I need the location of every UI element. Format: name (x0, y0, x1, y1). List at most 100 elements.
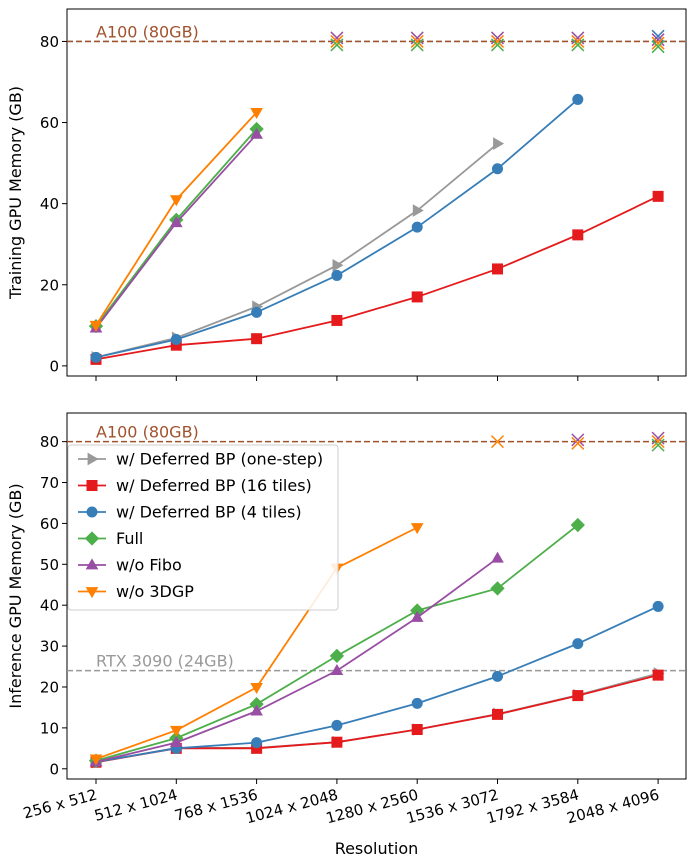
panel-top: 0 20 40 60 80 Training GPU Memory (GB) A100 (8… (6, 8, 687, 381)
data-point (250, 127, 263, 139)
y-tick-label: 70 (40, 474, 59, 492)
x-axis-label: Resolution (335, 839, 419, 858)
y-axis-label: Training GPU Memory (GB) (6, 86, 25, 300)
y-tick-label: 50 (40, 556, 59, 574)
legend-label: w/o 3DGP (116, 582, 194, 601)
data-point (90, 351, 102, 363)
series-w-o-fibo (89, 127, 263, 333)
data-point (411, 724, 423, 736)
legend-marker (85, 587, 99, 599)
y-axis-label: Inference GPU Memory (GB) (6, 483, 25, 708)
data-point (331, 314, 343, 326)
data-point (492, 163, 503, 175)
y-tick-label: 30 (40, 638, 59, 656)
legend-label: w/ Deferred BP (16 tiles) (116, 476, 312, 495)
legend-label: w/ Deferred BP (one-step) (116, 450, 323, 469)
x-tick-label: 1024 x 2048 (244, 785, 340, 827)
series-line (95, 133, 258, 329)
y-tick-label: 20 (40, 678, 59, 696)
oom-marker-full (330, 38, 344, 52)
data-point (331, 736, 343, 748)
data-point (410, 610, 424, 622)
reference-label-a100-80gb: A100 (80GB) (96, 423, 199, 442)
legend-marker (86, 506, 98, 518)
data-point (89, 320, 103, 332)
data-point (652, 669, 664, 681)
data-point (169, 216, 183, 228)
data-point (411, 291, 423, 303)
y-tick-label: 80 (40, 33, 59, 51)
legend-item-full: Full (78, 529, 143, 548)
data-point (169, 725, 183, 737)
x-tick-label: 1792 x 3584 (485, 785, 581, 827)
oom-marker-w-o-fibo (571, 433, 585, 447)
y-tick-label: 60 (40, 515, 59, 533)
y-tick-label: 0 (49, 760, 59, 778)
data-point (249, 697, 264, 712)
reference-label-rtx-3090-24gb: RTX 3090 (24GB) (96, 652, 234, 671)
oom-marker-full (490, 38, 505, 52)
legend-item-w-o-fibo: w/o Fibo (78, 556, 182, 575)
oom-marker-w-o-3dgp (490, 34, 505, 48)
series-full (88, 121, 264, 334)
oom-marker-full (571, 38, 585, 52)
oom-marker-full (651, 40, 665, 54)
oom-marker-w-o-3dgp (410, 34, 424, 48)
data-point (652, 600, 664, 612)
data-point (251, 737, 263, 749)
legend-item-w-deferred-bp-one-step: w/ Deferred BP (one-step) (78, 450, 323, 469)
reference-label-a100-80gb: A100 (80GB) (96, 22, 199, 41)
series-line (95, 195, 659, 361)
y-tick-label: 10 (40, 719, 59, 737)
data-point (250, 704, 263, 716)
data-point (89, 754, 103, 766)
legend-item-w-o-3dgp: w/o 3DGP (78, 582, 194, 601)
data-point (572, 638, 584, 650)
x-tick-label: 2048 x 4096 (565, 785, 661, 827)
data-point (572, 93, 584, 105)
oom-marker-w-o-3dgp (571, 34, 585, 48)
series-w-o-3dgp (89, 523, 424, 766)
data-point (492, 670, 503, 682)
series-line (95, 605, 659, 763)
series-line (95, 557, 499, 763)
data-point (332, 258, 344, 272)
legend-label: w/o Fibo (116, 556, 182, 575)
x-tick-label: 512 x 1024 (92, 785, 179, 824)
data-point (491, 551, 504, 563)
data-point (251, 333, 263, 345)
series-w-deferred-bp-4-tiles (90, 93, 584, 363)
data-point (492, 263, 503, 275)
data-point (492, 708, 503, 720)
series-line (95, 674, 659, 764)
series-w-o-fibo (89, 551, 504, 767)
x-tick-label: 1280 x 2560 (324, 785, 420, 827)
y-tick-label: 80 (40, 433, 59, 451)
data-point (652, 190, 664, 202)
data-point (329, 648, 345, 664)
oom-marker-w-o-3dgp (651, 36, 665, 50)
legend-item-w-deferred-bp-4-tiles: w/ Deferred BP (4 tiles) (78, 503, 302, 522)
oom-marker-w-o-3dgp (571, 436, 585, 450)
y-tick-label: 20 (40, 276, 59, 294)
x-tick-label: 1536 x 3072 (404, 785, 500, 827)
series-w-o-3dgp (89, 108, 263, 332)
data-point (493, 137, 505, 150)
x-tick-label: 256 x 512 (21, 785, 99, 822)
data-point (411, 697, 423, 709)
legend-label: w/ Deferred BP (4 tiles) (116, 503, 302, 522)
data-point (412, 204, 424, 217)
data-point (570, 517, 585, 533)
y-tick-label: 40 (40, 597, 59, 615)
oom-marker-w-o-3dgp (651, 435, 665, 449)
data-point (572, 690, 584, 702)
data-point (572, 229, 584, 241)
series-line (95, 142, 499, 359)
y-tick-label: 40 (40, 195, 59, 213)
data-point (490, 581, 505, 596)
data-point (169, 195, 183, 207)
legend-marker (84, 531, 100, 546)
legend-item-w-deferred-bp-16-tiles: w/ Deferred BP (16 tiles) (78, 476, 312, 495)
legend-label: Full (116, 529, 143, 548)
